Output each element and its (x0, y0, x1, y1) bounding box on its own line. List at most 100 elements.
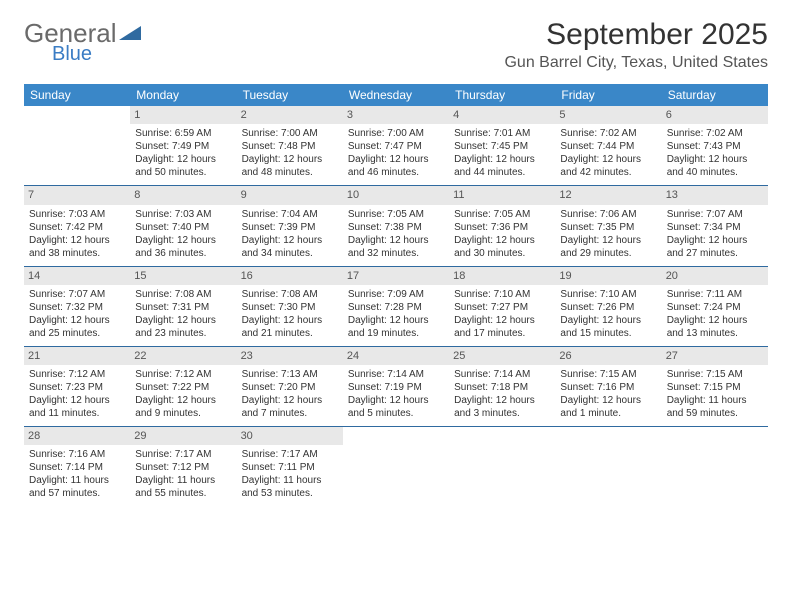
daylight-text: Daylight: 12 hours and 50 minutes. (135, 153, 231, 179)
sunset-text: Sunset: 7:15 PM (667, 381, 763, 394)
day-cell: 20Sunrise: 7:11 AMSunset: 7:24 PMDayligh… (662, 266, 768, 346)
day-cell: 29Sunrise: 7:17 AMSunset: 7:12 PMDayligh… (130, 427, 236, 507)
sunrise-text: Sunrise: 7:16 AM (29, 448, 125, 461)
sunset-text: Sunset: 7:45 PM (454, 140, 550, 153)
day-header: Thursday (449, 84, 555, 106)
daylight-text: Daylight: 12 hours and 13 minutes. (667, 314, 763, 340)
sunset-text: Sunset: 7:31 PM (135, 301, 231, 314)
day-number: 24 (343, 347, 449, 365)
day-cell: 14Sunrise: 7:07 AMSunset: 7:32 PMDayligh… (24, 266, 130, 346)
day-number: 16 (237, 267, 343, 285)
day-header: Wednesday (343, 84, 449, 106)
daylight-text: Daylight: 12 hours and 42 minutes. (560, 153, 656, 179)
sunrise-text: Sunrise: 7:00 AM (348, 127, 444, 140)
sunset-text: Sunset: 7:39 PM (242, 221, 338, 234)
week-row: 28Sunrise: 7:16 AMSunset: 7:14 PMDayligh… (24, 427, 768, 507)
sunset-text: Sunset: 7:28 PM (348, 301, 444, 314)
day-header: Tuesday (237, 84, 343, 106)
sunset-text: Sunset: 7:23 PM (29, 381, 125, 394)
day-number: 17 (343, 267, 449, 285)
day-cell: 5Sunrise: 7:02 AMSunset: 7:44 PMDaylight… (555, 106, 661, 186)
day-cell: 11Sunrise: 7:05 AMSunset: 7:36 PMDayligh… (449, 186, 555, 266)
sunrise-text: Sunrise: 7:17 AM (135, 448, 231, 461)
day-header-row: SundayMondayTuesdayWednesdayThursdayFrid… (24, 84, 768, 106)
day-number: 30 (237, 427, 343, 445)
sunset-text: Sunset: 7:36 PM (454, 221, 550, 234)
day-cell: 13Sunrise: 7:07 AMSunset: 7:34 PMDayligh… (662, 186, 768, 266)
sunset-text: Sunset: 7:44 PM (560, 140, 656, 153)
day-cell: 8Sunrise: 7:03 AMSunset: 7:40 PMDaylight… (130, 186, 236, 266)
location-subtitle: Gun Barrel City, Texas, United States (504, 54, 768, 72)
daylight-text: Daylight: 12 hours and 3 minutes. (454, 394, 550, 420)
daylight-text: Daylight: 11 hours and 53 minutes. (242, 474, 338, 500)
day-header: Monday (130, 84, 236, 106)
day-number: 10 (343, 186, 449, 204)
day-cell: 6Sunrise: 7:02 AMSunset: 7:43 PMDaylight… (662, 106, 768, 186)
day-number: 8 (130, 186, 236, 204)
sunrise-text: Sunrise: 7:05 AM (454, 208, 550, 221)
day-number: 4 (449, 106, 555, 124)
sunset-text: Sunset: 7:43 PM (667, 140, 763, 153)
sunrise-text: Sunrise: 7:17 AM (242, 448, 338, 461)
day-header: Friday (555, 84, 661, 106)
daylight-text: Daylight: 12 hours and 34 minutes. (242, 234, 338, 260)
day-number: 3 (343, 106, 449, 124)
day-cell: 17Sunrise: 7:09 AMSunset: 7:28 PMDayligh… (343, 266, 449, 346)
sunset-text: Sunset: 7:38 PM (348, 221, 444, 234)
sunset-text: Sunset: 7:30 PM (242, 301, 338, 314)
day-cell: 25Sunrise: 7:14 AMSunset: 7:18 PMDayligh… (449, 346, 555, 426)
day-cell: 10Sunrise: 7:05 AMSunset: 7:38 PMDayligh… (343, 186, 449, 266)
day-cell: 30 Sunrise: 7:17 AMSunset: 7:11 PMDayligh… (237, 427, 343, 507)
sunrise-text: Sunrise: 7:12 AM (135, 368, 231, 381)
day-cell: 4Sunrise: 7:01 AMSunset: 7:45 PMDaylight… (449, 106, 555, 186)
daylight-text: Daylight: 11 hours and 55 minutes. (135, 474, 231, 500)
day-cell: 26Sunrise: 7:15 AMSunset: 7:16 PMDayligh… (555, 346, 661, 426)
sunrise-text: Sunrise: 6:59 AM (135, 127, 231, 140)
sunrise-text: Sunrise: 7:04 AM (242, 208, 338, 221)
day-number: 6 (662, 106, 768, 124)
day-cell: 23Sunrise: 7:13 AMSunset: 7:20 PMDayligh… (237, 346, 343, 426)
day-cell: 28Sunrise: 7:16 AMSunset: 7:14 PMDayligh… (24, 427, 130, 507)
sunset-text: Sunset: 7:32 PM (29, 301, 125, 314)
day-number: 18 (449, 267, 555, 285)
daylight-text: Daylight: 12 hours and 25 minutes. (29, 314, 125, 340)
daylight-text: Daylight: 12 hours and 11 minutes. (29, 394, 125, 420)
sunrise-text: Sunrise: 7:02 AM (667, 127, 763, 140)
sunset-text: Sunset: 7:47 PM (348, 140, 444, 153)
daylight-text: Daylight: 12 hours and 29 minutes. (560, 234, 656, 260)
sunset-text: Sunset: 7:14 PM (29, 461, 125, 474)
day-cell: 12Sunrise: 7:06 AMSunset: 7:35 PMDayligh… (555, 186, 661, 266)
day-cell: 27Sunrise: 7:15 AMSunset: 7:15 PMDayligh… (662, 346, 768, 426)
daylight-text: Daylight: 12 hours and 48 minutes. (242, 153, 338, 179)
sunset-text: Sunset: 7:42 PM (29, 221, 125, 234)
day-cell: 19Sunrise: 7:10 AMSunset: 7:26 PMDayligh… (555, 266, 661, 346)
daylight-text: Daylight: 11 hours and 59 minutes. (667, 394, 763, 420)
sunset-text: Sunset: 7:11 PM (242, 461, 338, 474)
sunrise-text: Sunrise: 7:13 AM (242, 368, 338, 381)
day-number: 14 (24, 267, 130, 285)
day-number: 25 (449, 347, 555, 365)
daylight-text: Daylight: 12 hours and 27 minutes. (667, 234, 763, 260)
sunrise-text: Sunrise: 7:02 AM (560, 127, 656, 140)
daylight-text: Daylight: 12 hours and 1 minute. (560, 394, 656, 420)
sunrise-text: Sunrise: 7:15 AM (560, 368, 656, 381)
day-number: 15 (130, 267, 236, 285)
daylight-text: Daylight: 12 hours and 38 minutes. (29, 234, 125, 260)
day-number: 22 (130, 347, 236, 365)
day-number: 27 (662, 347, 768, 365)
day-cell (343, 427, 449, 507)
day-number: 29 (130, 427, 236, 445)
sunset-text: Sunset: 7:49 PM (135, 140, 231, 153)
daylight-text: Daylight: 12 hours and 9 minutes. (135, 394, 231, 420)
sunrise-text: Sunrise: 7:14 AM (454, 368, 550, 381)
logo-text-2: Blue (52, 43, 141, 66)
day-cell: 21Sunrise: 7:12 AMSunset: 7:23 PMDayligh… (24, 346, 130, 426)
daylight-text: Daylight: 12 hours and 19 minutes. (348, 314, 444, 340)
daylight-text: Daylight: 12 hours and 30 minutes. (454, 234, 550, 260)
day-number: 13 (662, 186, 768, 204)
day-cell: 18Sunrise: 7:10 AMSunset: 7:27 PMDayligh… (449, 266, 555, 346)
sunset-text: Sunset: 7:16 PM (560, 381, 656, 394)
daylight-text: Daylight: 12 hours and 15 minutes. (560, 314, 656, 340)
sunrise-text: Sunrise: 7:08 AM (242, 288, 338, 301)
daylight-text: Daylight: 12 hours and 17 minutes. (454, 314, 550, 340)
